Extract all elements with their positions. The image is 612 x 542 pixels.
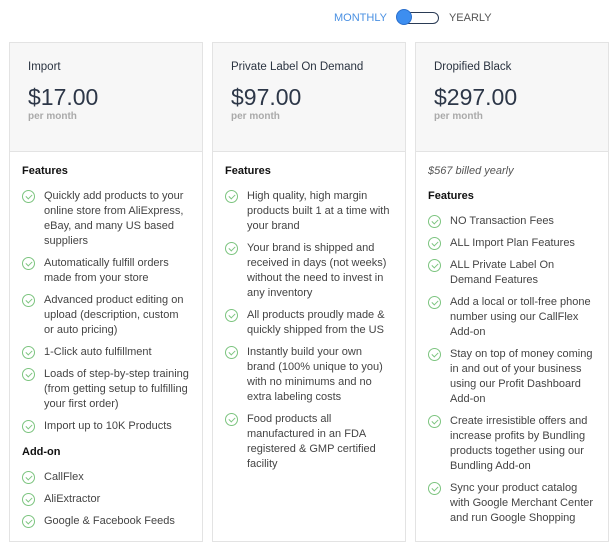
plan-name: Private Label On Demand (231, 61, 364, 73)
feature-text: ALL Import Plan Features (450, 237, 575, 249)
features-heading: Features (225, 165, 271, 177)
feature-item: Food products all manufactured in an FDA… (225, 412, 393, 472)
check-circle-icon (428, 215, 441, 228)
check-circle-icon (225, 242, 238, 255)
plan-body: Features Quickly add products to your onl… (10, 152, 202, 529)
addon-item: CallFlex (22, 470, 190, 485)
feature-text: Food products all manufactured in an FDA… (247, 413, 376, 470)
feature-text: All products proudly made & quickly ship… (247, 309, 385, 336)
check-circle-icon (225, 413, 238, 426)
feature-item: 1-Click auto fulfillment (22, 345, 190, 360)
plan-period: per month (231, 111, 280, 122)
plan-header: Import $17.00 per month (10, 43, 202, 152)
billed-yearly: $567 billed yearly (428, 165, 514, 177)
feature-item: Advanced product editing on upload (desc… (22, 293, 190, 338)
plan-header: Dropified Black $297.00 per month (416, 43, 608, 152)
plan-price: $17.00 (28, 84, 99, 110)
check-circle-icon (428, 348, 441, 361)
switch-knob[interactable] (395, 9, 412, 25)
check-circle-icon (428, 296, 441, 309)
feature-list: Quickly add products to your online stor… (22, 189, 190, 434)
feature-item: Loads of step-by-step training (from get… (22, 367, 190, 412)
addon-text: AliExtractor (44, 493, 101, 505)
addon-text: Google & Facebook Feeds (44, 515, 175, 527)
feature-text: NO Transaction Fees (450, 215, 554, 227)
feature-list: High quality, high margin products built… (225, 189, 393, 472)
features-heading: Features (428, 190, 474, 202)
addon-item: Google & Facebook Feeds (22, 514, 190, 529)
feature-item: Instantly build your own brand (100% uni… (225, 345, 393, 405)
feature-text: 1-Click auto fulfillment (44, 346, 152, 358)
plan-period: per month (28, 111, 77, 122)
plan-card: Dropified Black $297.00 per month $567 b… (415, 42, 609, 542)
monthly-label[interactable]: MONTHLY (334, 12, 387, 24)
feature-text: Stay on top of money coming in and out o… (450, 348, 593, 405)
yearly-label[interactable]: YEARLY (448, 12, 492, 24)
feature-text: ALL Private Label On Demand Features (450, 259, 555, 286)
feature-text: Quickly add products to your online stor… (44, 190, 184, 247)
feature-item: Your brand is shipped and received in da… (225, 241, 393, 301)
feature-item: All products proudly made & quickly ship… (225, 308, 393, 338)
addon-text: CallFlex (44, 471, 84, 483)
feature-item: Automatically fulfill orders made from y… (22, 256, 190, 286)
check-circle-icon (428, 482, 441, 495)
feature-text: High quality, high margin products built… (247, 190, 390, 232)
plan-card: Import $17.00 per month Features Quickly … (9, 42, 203, 542)
feature-text: Your brand is shipped and received in da… (247, 242, 387, 299)
addon-heading: Add-on (22, 446, 61, 458)
check-circle-icon (428, 415, 441, 428)
check-circle-icon (225, 190, 238, 203)
billing-toggle: MONTHLY YEARLY (334, 9, 492, 25)
feature-item: Quickly add products to your online stor… (22, 189, 190, 249)
feature-item: NO Transaction Fees (428, 214, 596, 229)
feature-text: Advanced product editing on upload (desc… (44, 294, 184, 336)
check-circle-icon (22, 368, 35, 381)
check-circle-icon (22, 346, 35, 359)
check-circle-icon (22, 190, 35, 203)
features-heading: Features (22, 165, 68, 177)
check-circle-icon (428, 259, 441, 272)
feature-list: NO Transaction Fees ALL Import Plan Featu… (428, 214, 596, 526)
plan-card: Private Label On Demand $97.00 per month… (212, 42, 406, 542)
feature-text: Import up to 10K Products (44, 420, 172, 432)
check-circle-icon (428, 237, 441, 250)
feature-item: ALL Private Label On Demand Features (428, 258, 596, 288)
addon-item: AliExtractor (22, 492, 190, 507)
feature-item: Stay on top of money coming in and out o… (428, 347, 596, 407)
plan-name: Dropified Black (434, 61, 512, 73)
check-circle-icon (22, 294, 35, 307)
check-circle-icon (22, 471, 35, 484)
check-circle-icon (225, 309, 238, 322)
feature-text: Add a local or toll-free phone number us… (450, 296, 591, 338)
feature-text: Automatically fulfill orders made from y… (44, 257, 169, 284)
check-circle-icon (22, 257, 35, 270)
feature-text: Sync your product catalog with Google Me… (450, 482, 594, 524)
check-circle-icon (225, 346, 238, 359)
feature-item: Create irresistible offers and increase … (428, 414, 596, 474)
addon-list: CallFlex AliExtractor Google & Facebook Fe… (22, 470, 190, 529)
plan-body: Features High quality, high margin produc… (213, 152, 405, 472)
feature-item: High quality, high margin products built… (225, 189, 393, 234)
plan-name: Import (28, 61, 61, 73)
feature-item: Import up to 10K Products (22, 419, 190, 434)
feature-text: Create irresistible offers and increase … (450, 415, 588, 472)
feature-text: Loads of step-by-step training (from get… (44, 368, 189, 410)
check-circle-icon (22, 420, 35, 433)
check-circle-icon (22, 493, 35, 506)
check-circle-icon (22, 515, 35, 528)
feature-text: Instantly build your own brand (100% uni… (247, 346, 383, 403)
billing-switch[interactable] (395, 9, 439, 25)
plan-header: Private Label On Demand $97.00 per month (213, 43, 405, 152)
feature-item: Sync your product catalog with Google Me… (428, 481, 596, 526)
plan-body: $567 billed yearly Features NO Transaction… (416, 152, 608, 526)
feature-item: ALL Import Plan Features (428, 236, 596, 251)
plan-period: per month (434, 111, 483, 122)
plan-price: $297.00 (434, 84, 518, 110)
feature-item: Add a local or toll-free phone number us… (428, 295, 596, 340)
plan-price: $97.00 (231, 84, 302, 110)
